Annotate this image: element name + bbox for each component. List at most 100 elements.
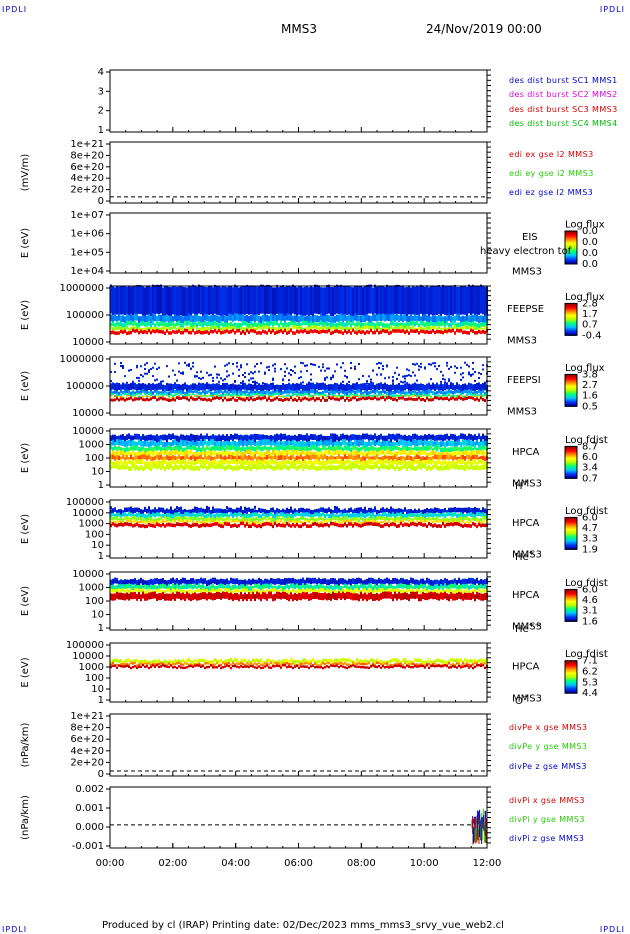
heatmap-cell [386, 445, 388, 451]
heatmap-cell [354, 323, 356, 328]
heatmap-speck [370, 507, 372, 511]
heatmap-cell [242, 446, 244, 451]
heatmap-cell [328, 459, 330, 464]
heatmap-cell [182, 517, 184, 521]
heatmap-cell [198, 512, 200, 517]
heatmap-cell [290, 520, 292, 523]
heatmap-cell [468, 511, 470, 516]
heatmap-cell [360, 395, 362, 397]
heatmap-cell [356, 455, 358, 460]
colorbar-step [565, 391, 577, 393]
colorbar-step [565, 231, 577, 233]
heatmap-speck [406, 374, 408, 377]
heatmap-cell [374, 514, 376, 519]
heatmap-cell [156, 451, 158, 457]
heatmap-cell [402, 520, 404, 523]
heatmap-cell [468, 517, 470, 522]
heatmap-cell [472, 441, 474, 447]
heatmap-cell [456, 389, 458, 393]
heatmap-cell [462, 396, 464, 399]
heatmap-cell [310, 329, 312, 333]
heatmap-cell [150, 523, 152, 528]
heatmap-cell [366, 454, 368, 459]
heatmap-cell [130, 522, 132, 527]
heatmap-cell [384, 382, 386, 390]
heatmap-cell [458, 522, 460, 526]
heatmap-speck [356, 382, 358, 385]
heatmap-cell [126, 507, 128, 513]
heatmap-speck [418, 509, 420, 513]
heatmap-speck [440, 380, 442, 383]
heatmap-cell [468, 284, 470, 314]
heatmap-cell [264, 322, 266, 328]
heatmap-cell [478, 449, 480, 455]
heatmap-cell [382, 313, 384, 321]
heatmap-cell [462, 439, 464, 446]
heatmap-cell [230, 326, 232, 331]
colorbar-step [565, 463, 577, 465]
heatmap-cell [244, 331, 246, 336]
colorbar-step [565, 333, 577, 335]
heatmap-cell [196, 322, 198, 328]
heatmap-speck [262, 508, 264, 512]
heatmap-speck [456, 367, 458, 369]
colorbar-step [565, 259, 577, 262]
heatmap-cell [462, 285, 464, 315]
heatmap-cell [250, 524, 252, 528]
colorbar-step [565, 448, 577, 451]
heatmap-cell [260, 440, 262, 446]
heatmap-cell [114, 398, 116, 402]
heatmap-cell [200, 463, 202, 469]
heatmap-cell [420, 391, 422, 395]
heatmap-cell [210, 391, 212, 396]
heatmap-cell [204, 313, 206, 321]
heatmap-cell [390, 456, 392, 461]
heatmap-cell [446, 390, 448, 395]
heatmap-speck [240, 364, 242, 367]
heatmap-cell [154, 524, 156, 528]
heatmap-cell [286, 327, 288, 332]
heatmap-cell [262, 329, 264, 334]
heatmap-cell [150, 461, 152, 466]
heatmap-cell [240, 384, 242, 392]
heatmap-cell [208, 389, 210, 393]
heatmap-cell [154, 518, 156, 523]
heatmap-cell [210, 523, 212, 528]
heatmap-cell [212, 392, 214, 396]
heatmap-cell [400, 515, 402, 520]
heatmap-cell [436, 382, 438, 390]
heatmap-cell [380, 395, 382, 397]
heatmap-speck [224, 510, 226, 514]
heatmap-cell [328, 445, 330, 450]
heatmap-cell [284, 455, 286, 461]
heatmap-cell [482, 512, 484, 517]
heatmap-speck [208, 506, 210, 510]
y-axis-label: E (eV) [20, 514, 31, 544]
heatmap-cell [274, 320, 276, 326]
heatmap-cell [196, 384, 198, 392]
heatmap-speck [318, 438, 320, 442]
heatmap-cell [210, 285, 212, 315]
heatmap-cell [482, 328, 484, 332]
heatmap-cell [484, 440, 486, 447]
heatmap-cell [408, 516, 410, 520]
heatmap-cell [424, 322, 426, 327]
heatmap-cell [272, 398, 274, 402]
heatmap-cell [252, 451, 254, 457]
heatmap-cell [436, 465, 438, 470]
colorbar-step [565, 236, 577, 239]
heatmap-cell [342, 464, 344, 470]
heatmap-speck [484, 381, 486, 384]
heatmap-cell [404, 446, 406, 452]
heatmap-cell [134, 445, 136, 451]
heatmap-cell [132, 509, 134, 514]
heatmap-cell [404, 460, 406, 466]
heatmap-cell [336, 521, 338, 524]
heatmap-cell [142, 449, 144, 455]
heatmap-cell [322, 523, 324, 528]
heatmap-cell [112, 382, 114, 390]
heatmap-cell [402, 509, 404, 514]
heatmap-cell [312, 315, 314, 323]
heatmap-speck [162, 380, 164, 383]
heatmap-cell [112, 316, 114, 323]
